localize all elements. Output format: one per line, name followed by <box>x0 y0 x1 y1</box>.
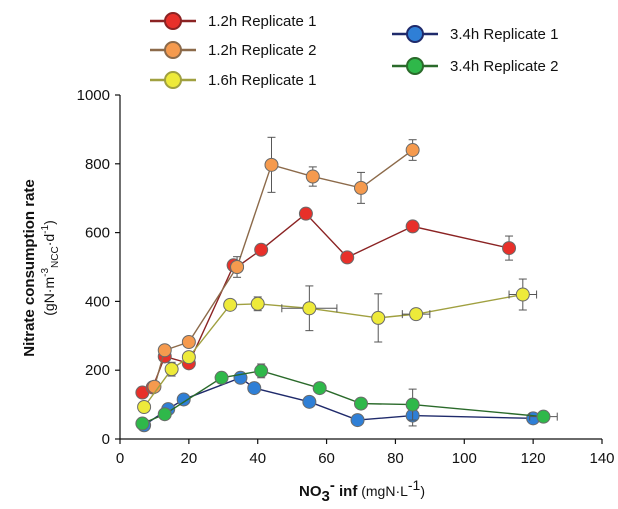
series-2 <box>147 136 420 394</box>
x-tick-label: 80 <box>387 450 404 467</box>
legend-label: 1.2h Replicate 2 <box>208 42 316 59</box>
legend-label: 3.4h Replicate 1 <box>450 26 558 43</box>
y-tick-label: 800 <box>85 156 110 173</box>
data-point <box>536 409 551 424</box>
legend-label: 1.2h Replicate 1 <box>208 13 316 30</box>
data-point <box>247 381 262 396</box>
x-tick-label: 0 <box>116 450 124 467</box>
data-point <box>137 400 152 415</box>
y-tick-label: 400 <box>85 293 110 310</box>
legend-entry-3: 1.6h Replicate 1 <box>150 71 316 89</box>
data-point <box>515 287 530 302</box>
legend-entry-5: 3.4h Replicate 2 <box>392 57 558 75</box>
data-point <box>250 296 265 311</box>
x-tick-label: 100 <box>452 450 477 467</box>
data-point <box>409 307 424 322</box>
data-point <box>181 334 196 349</box>
data-point <box>176 392 191 407</box>
data-point <box>157 343 172 358</box>
data-point <box>350 413 365 428</box>
legend-marker <box>164 71 182 89</box>
legend-marker <box>164 12 182 30</box>
data-point <box>405 143 420 158</box>
series-line <box>143 376 534 426</box>
legend-marker <box>406 25 424 43</box>
y-axis-title-line2: (gN·m-3NCC·d-1) <box>40 220 61 316</box>
data-point <box>405 219 420 234</box>
data-point <box>230 260 245 274</box>
data-point <box>312 381 327 396</box>
x-tick-label: 120 <box>521 450 546 467</box>
data-point <box>135 416 150 431</box>
data-point <box>264 157 279 172</box>
x-tick-label: 40 <box>249 450 266 467</box>
x-tick-label: 20 <box>181 450 198 467</box>
y-unit-sup2: -1 <box>40 224 51 233</box>
data-point <box>214 370 229 385</box>
x-title-unit: (mgN·L <box>357 483 408 499</box>
series-3 <box>137 278 538 415</box>
data-point <box>502 241 517 256</box>
data-point <box>164 362 179 377</box>
data-point <box>254 363 269 378</box>
legend-marker <box>406 57 424 75</box>
x-title-unit-end: ) <box>420 483 425 499</box>
series-layer <box>135 136 558 433</box>
y-unit-sup1: -3 <box>40 268 51 277</box>
series-line <box>142 212 510 394</box>
y-tick-label: 600 <box>85 225 110 242</box>
y-tick-label: 1000 <box>77 87 110 104</box>
legend-label: 3.4h Replicate 2 <box>450 58 558 75</box>
legend: 1.2h Replicate 1 1.2h Replicate 2 1.6h Rep… <box>150 12 558 89</box>
series-1 <box>135 206 517 400</box>
series-5 <box>135 363 558 431</box>
x-ticks: 0 20 40 60 80 100 120 140 <box>116 439 615 467</box>
y-unit-c: ) <box>41 220 57 225</box>
y-axis-title-line1: Nitrate consumption rate <box>21 179 38 357</box>
x-title-unit-sup: -1 <box>408 477 421 493</box>
y-ticks: 0 200 400 600 800 1000 <box>77 87 120 448</box>
y-tick-label: 0 <box>102 431 110 448</box>
data-point <box>354 396 368 411</box>
data-point <box>302 394 317 409</box>
x-tick-label: 60 <box>318 450 335 467</box>
series-line <box>142 370 544 425</box>
x-axis-title: NO3- inf (mgN·L-1) <box>299 477 425 505</box>
series-4 <box>137 370 541 433</box>
data-point <box>298 206 313 221</box>
data-point <box>223 297 238 312</box>
x-title-sub: 3 <box>321 488 329 505</box>
data-point <box>405 397 420 412</box>
x-title-sup: - <box>330 477 335 494</box>
y-tick-label: 200 <box>85 362 110 379</box>
y-unit-sub: NCC <box>50 246 61 268</box>
data-point <box>371 310 386 325</box>
data-point <box>254 242 269 257</box>
data-point <box>354 180 368 195</box>
legend-entry-1: 1.2h Replicate 1 <box>150 12 316 30</box>
data-point <box>181 350 196 365</box>
x-tick-label: 140 <box>589 450 614 467</box>
data-point <box>305 169 320 184</box>
x-title-no: NO <box>299 483 322 500</box>
legend-entry-2: 1.2h Replicate 2 <box>150 41 316 59</box>
legend-label: 1.6h Replicate 1 <box>208 72 316 89</box>
y-axis-title: Nitrate consumption rate (gN·m-3NCC·d-1) <box>21 179 61 357</box>
axes <box>119 95 602 440</box>
legend-marker <box>164 41 182 59</box>
x-title-inf: inf <box>335 483 358 500</box>
data-point <box>302 301 317 316</box>
y-unit-a: (gN·m <box>41 277 57 316</box>
legend-entry-4: 3.4h Replicate 1 <box>392 25 558 43</box>
data-point <box>340 250 355 265</box>
y-unit-b: ·d <box>41 234 57 246</box>
data-point <box>157 407 172 422</box>
series-line <box>143 293 523 408</box>
